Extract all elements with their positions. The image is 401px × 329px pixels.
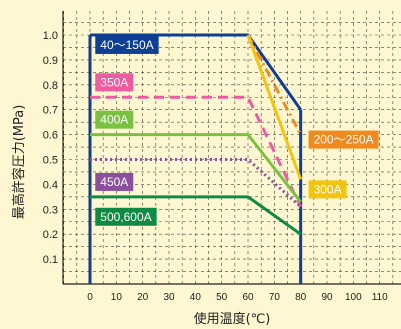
x-tick-label: 20 [137,292,149,303]
series-label: 350A [95,73,134,92]
y-axis-title: 最高許容圧力(MPa) [11,105,27,220]
x-tick-label: 80 [295,292,307,303]
y-tick-label: 0.9 [43,55,58,67]
y-tick-label: 1.0 [43,30,58,42]
y-tick-label: 0.1 [43,254,58,266]
series-line [90,195,302,236]
series-line [90,95,303,208]
x-tick-label: 30 [163,292,175,303]
series-label-box [308,180,347,199]
series-label-box [308,130,379,149]
series-label-text: 200〜250A [314,133,374,147]
x-tick-label: 100 [345,292,362,303]
series-label: 200〜250A [308,130,379,149]
series-label: 40〜150A [95,35,159,54]
y-tick-label: 0.6 [43,130,58,142]
series-label-text: 450A [100,175,128,189]
x-axis-title: 使用温度(℃) [194,311,271,327]
series-label: 450A [95,172,134,191]
series-label-box [95,35,159,54]
x-tick-labels: 0 10 20 30 40 50 60 70 80 90 100 110 [87,292,388,303]
x-tick-label: 40 [190,292,202,303]
x-tick-label: 0 [87,292,93,303]
series-line [246,34,303,180]
y-tick-label: 0.8 [43,80,58,92]
x-tick-label: 110 [372,292,388,303]
x-tick-label: 60 [242,292,254,303]
series-label-text: 500,600A [100,210,151,224]
series-labels: 40〜150A 350A 400A 450A 500,600A 200〜250A 300A [95,35,379,226]
series-label-box [95,73,134,92]
series-label-box [95,172,134,191]
x-tick-label: 90 [321,292,333,303]
series-label-text: 350A [100,75,128,89]
series-label-box [95,207,157,226]
series-line [90,133,302,203]
x-tick-label: 10 [111,292,123,303]
x-tick-label: 70 [269,292,281,303]
series-label-text: 300A [314,182,342,196]
y-tick-label: 0.7 [43,105,58,117]
y-tick-label: 0.5 [43,155,58,167]
y-tick-label: 0.3 [43,204,58,216]
y-tick-label: 0.4 [43,179,58,191]
series-label-text: 400A [100,113,128,127]
series-label: 400A [95,110,134,129]
series-line [90,158,302,208]
series-label-text: 40〜150A [100,38,153,52]
y-tick-labels: 0.1 0.2 0.3 0.4 0.5 0.6 0.7 0.8 0.9 1.0 [43,30,58,266]
series-layer [90,33,303,236]
x-tick-label: 50 [216,292,228,303]
series-label-box [95,110,134,129]
series-label: 500,600A [95,207,157,226]
y-tick-label: 0.2 [43,229,58,241]
series-label: 300A [308,180,347,199]
